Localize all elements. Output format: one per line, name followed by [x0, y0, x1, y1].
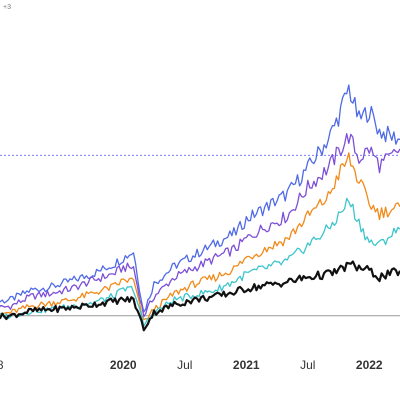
x-tick-label-0: 8	[0, 358, 4, 372]
series-line-1	[0, 133, 400, 318]
x-axis: 8 2020 Jul 2021 Jul 2022	[0, 358, 383, 372]
series-line-0	[0, 84, 400, 313]
series-line-2	[0, 152, 400, 321]
corner-mark: +3	[3, 4, 11, 11]
series-layer	[0, 84, 400, 332]
x-tick-label-3: 2021	[233, 358, 260, 372]
series-line-4	[0, 260, 400, 332]
reference-lines	[0, 154, 400, 317]
x-tick-label-1: 2020	[110, 358, 137, 372]
x-tick-label-5: 2022	[356, 358, 383, 372]
x-tick-label-2: Jul	[177, 358, 192, 372]
x-tick-label-4: Jul	[300, 358, 315, 372]
